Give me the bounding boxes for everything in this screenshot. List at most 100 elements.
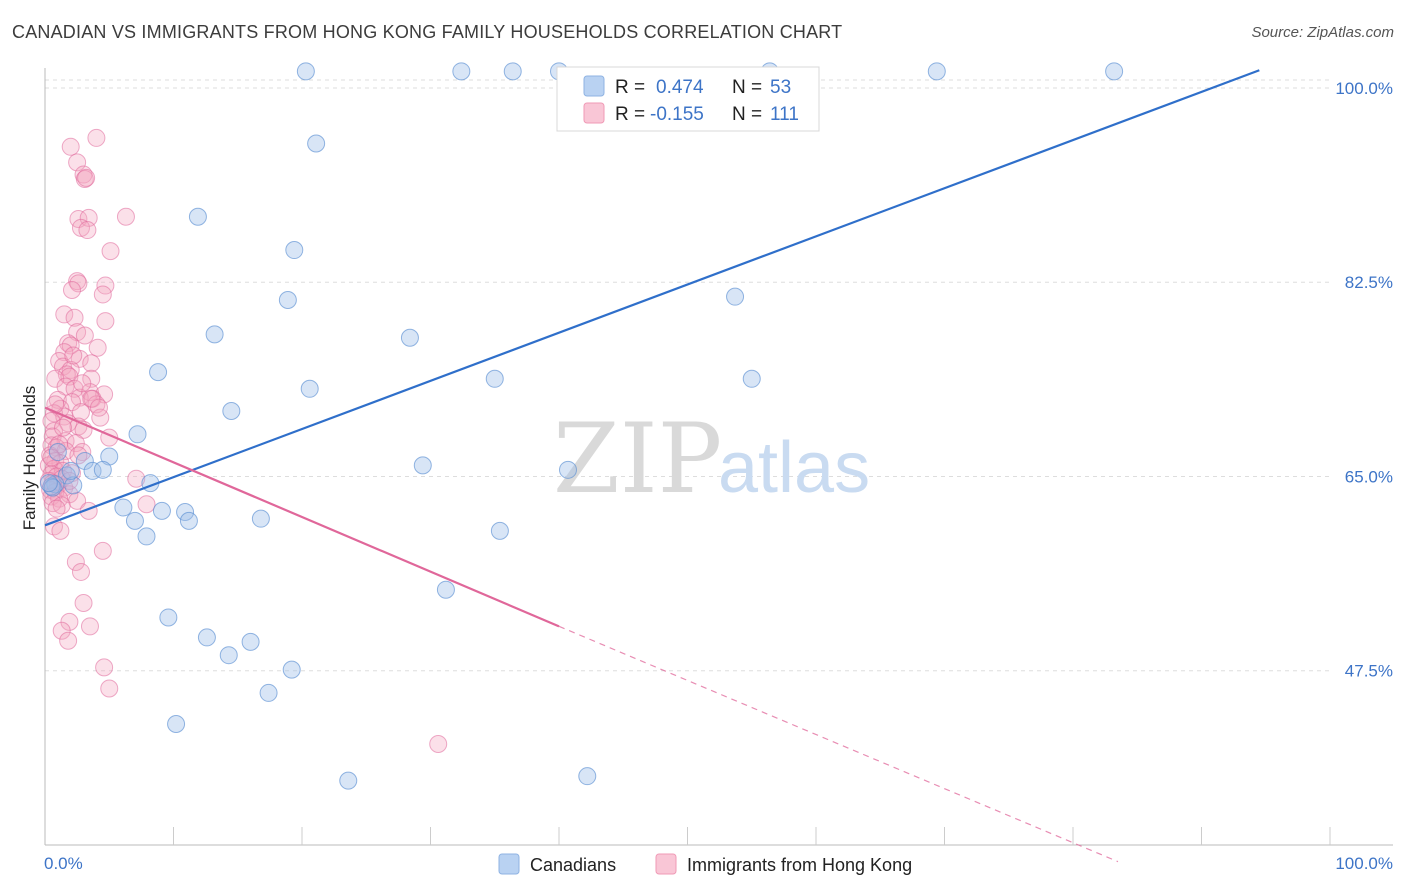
hongkong-point: [82, 369, 101, 388]
canadians-point: [188, 207, 207, 226]
canadians-point: [219, 646, 238, 665]
canadians-point: [278, 290, 297, 309]
x-tick-label-min: 0.0%: [44, 854, 83, 873]
canadians-point: [179, 511, 198, 530]
hongkong-point: [47, 499, 66, 518]
hongkong-point: [71, 562, 90, 581]
hongkong-point: [100, 679, 119, 698]
canadians-point: [490, 521, 509, 540]
canadians-point: [128, 425, 147, 444]
canadians-point: [452, 62, 471, 81]
canadians-point: [93, 460, 112, 479]
hongkong-point: [73, 374, 92, 393]
hongkong-point: [93, 541, 112, 560]
canadians-point: [285, 241, 304, 260]
legend-swatch-hongkong: [583, 102, 605, 124]
canadians-point: [149, 363, 168, 382]
chart-source: Source: ZipAtlas.com: [1251, 24, 1394, 41]
hongkong-point: [88, 338, 107, 357]
canadians-point: [251, 509, 270, 528]
hongkong-trend-extension: [558, 625, 1119, 863]
canadians-point: [114, 498, 133, 517]
hongkong-point: [127, 469, 146, 488]
hongkong-point: [66, 552, 85, 571]
canadians-point: [726, 287, 745, 306]
canadians-point: [64, 476, 83, 495]
legend-swatch-canadians: [583, 75, 605, 97]
canadians-point: [167, 715, 186, 734]
hongkong-point: [50, 435, 69, 454]
canadians-point: [197, 628, 216, 647]
tick-labels: 100.0% 82.5% 65.0% 47.5% 0.0% 100.0%: [44, 79, 1393, 873]
y-tick-label: 100.0%: [1335, 79, 1393, 98]
axes: [44, 68, 1393, 846]
hongkong-point: [74, 594, 93, 613]
canadians-point: [1105, 62, 1124, 81]
canadians-point: [282, 660, 301, 679]
legend-r-label-2: R =: [615, 104, 645, 125]
hongkong-point: [65, 308, 84, 327]
chart-title: CANADIAN VS IMMIGRANTS FROM HONG KONG FA…: [12, 22, 843, 42]
canadians-point: [558, 460, 577, 479]
hongkong-point: [52, 496, 71, 515]
y-axis-label: Family Households: [20, 386, 39, 531]
canadians-point: [259, 683, 278, 702]
hongkong-point: [52, 621, 71, 640]
watermark-zip: ZIP: [553, 403, 722, 515]
canadians-point: [927, 62, 946, 81]
canadians-trend-line: [44, 69, 1260, 527]
hongkong-point: [91, 408, 110, 427]
watermark: ZIP atlas: [553, 403, 870, 515]
canadians-point: [296, 62, 315, 81]
series-hongkong-points: [39, 128, 448, 753]
canadians-point: [503, 62, 522, 81]
hongkong-point: [78, 221, 97, 240]
hongkong-point: [89, 398, 108, 417]
hongkong-point: [61, 137, 80, 156]
hongkong-point: [116, 207, 135, 226]
legend-box: R = 0.474 N = 53 R = -0.155 N = 111: [556, 66, 820, 132]
legend-n-label-2: N =: [732, 104, 762, 125]
x-tick-label-max: 100.0%: [1335, 854, 1393, 873]
hongkong-point: [87, 128, 106, 147]
canadians-point: [485, 369, 504, 388]
canadians-point: [222, 401, 241, 420]
hongkong-point: [93, 285, 112, 304]
series-canadians-points: [39, 62, 1124, 790]
bottom-legend-swatch-hongkong: [655, 853, 677, 875]
hongkong-point: [96, 312, 115, 331]
hongkong-point: [64, 346, 83, 365]
hongkong-point: [82, 354, 101, 373]
bottom-legend-canadians: Canadians: [530, 855, 616, 875]
canadians-point: [75, 451, 94, 470]
hongkong-point: [51, 521, 70, 540]
bottom-legend-swatch-canadians: [498, 853, 520, 875]
hongkong-point: [429, 734, 448, 753]
canadians-point: [578, 767, 597, 786]
canadians-point: [400, 328, 419, 347]
hongkong-point: [137, 495, 156, 514]
canadians-point: [742, 369, 761, 388]
canadians-point: [137, 527, 156, 546]
canadians-point: [307, 134, 326, 153]
canadians-point: [300, 379, 319, 398]
hongkong-trend-line: [44, 406, 560, 628]
canadians-point: [176, 503, 195, 521]
canadians-point: [48, 443, 67, 462]
canadians-point: [241, 632, 260, 651]
hongkong-point: [80, 617, 99, 636]
legend-r-label-1: R =: [615, 77, 645, 98]
hongkong-point: [75, 326, 94, 345]
hongkong-point: [55, 305, 74, 324]
hongkong-point: [71, 403, 90, 422]
hongkong-point: [46, 369, 65, 388]
hongkong-point: [95, 658, 114, 677]
bottom-legend-hongkong: Immigrants from Hong Kong: [687, 855, 912, 875]
legend-r-value-1: 0.474: [656, 77, 704, 98]
canadians-point: [339, 771, 358, 790]
hongkong-point: [69, 274, 88, 293]
legend-n-value-1: 53: [770, 77, 791, 98]
hongkong-point: [101, 242, 120, 261]
hongkong-point: [77, 168, 96, 187]
